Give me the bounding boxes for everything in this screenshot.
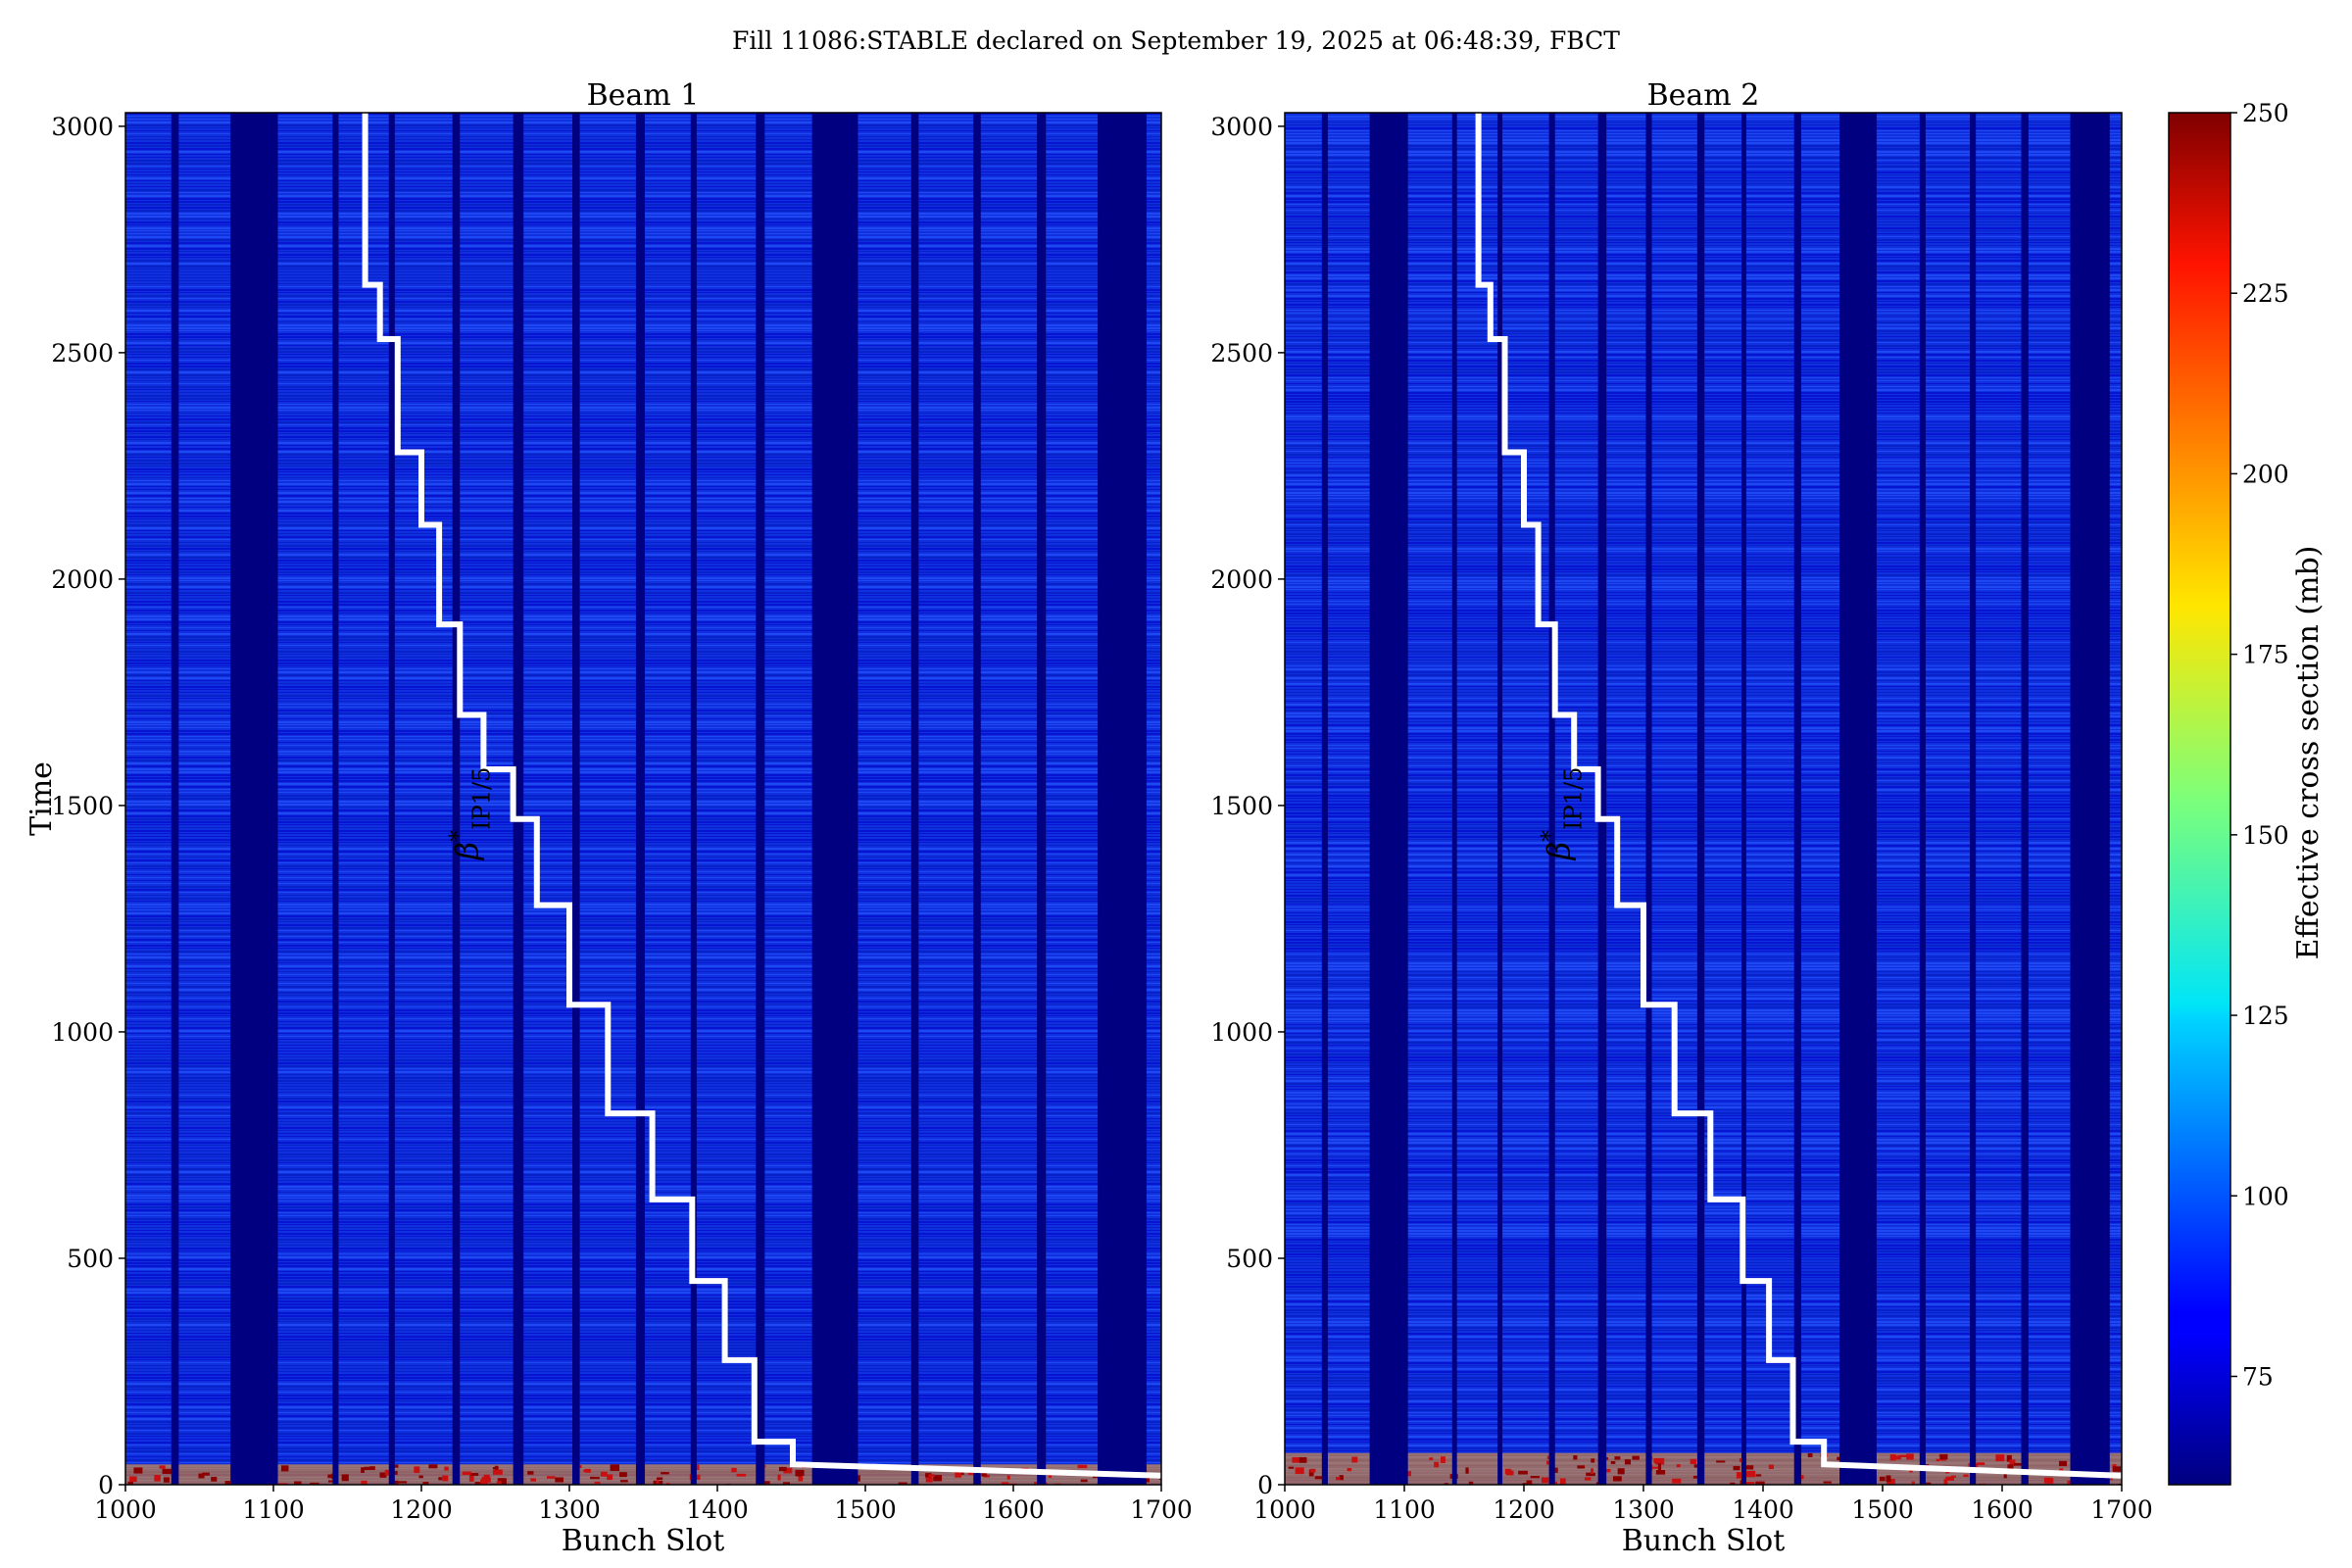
x-tick-label: 1700 [2090,1495,2153,1524]
gap-column [1497,113,1503,1485]
gap-column [1321,113,1328,1485]
heatmap-area [125,113,1161,1485]
colorbar: 75 100 125 150 175 200 225 250 Effective cross … [2168,99,2326,1486]
gap-column [1793,113,1802,1485]
y-tick-label: 1000 [51,1018,114,1047]
y-axis-ticks: 0 500 1000 1500 2000 2500 3000 [51,113,125,1499]
y-tick-label: 2000 [51,565,114,594]
y-tick-label: 0 [98,1471,114,1499]
x-tick-label: 1600 [1971,1495,2034,1524]
axes-frame [1284,112,2123,1486]
heatmap-panel-beam-2: Beam 2 β*IP1/5 1000 1100 1200 1300 1400 1500 1… [1210,78,2152,1558]
gap-column [756,113,765,1485]
gap-column [910,113,919,1485]
colorbar-tick-label: 75 [2242,1362,2274,1391]
gap-column [1548,113,1555,1485]
axes-frame [124,112,1162,1486]
gap-column [1597,113,1607,1485]
x-axis-label: Bunch Slot [562,1524,725,1558]
heatmap-panel-beam-1: Beam 1 β*IP1/5 1000 1100 1200 1300 1400 1500 1… [24,78,1193,1558]
gap-column [171,113,179,1485]
x-tick-label: 1000 [1253,1495,1316,1524]
y-tick-label: 2500 [1210,339,1273,368]
bunch-gaps [171,113,1147,1485]
colorbar-tick-label: 225 [2242,279,2289,308]
gap-column [452,113,461,1485]
y-tick-label: 2500 [51,339,114,368]
x-tick-label: 1300 [538,1495,601,1524]
gap-column [1645,113,1652,1485]
gap-column [1037,113,1047,1485]
gap-column [811,113,858,1485]
x-tick-label: 1100 [242,1495,305,1524]
gap-column [1696,113,1705,1485]
panel-title: Beam 1 [587,78,700,113]
gap-column [1369,113,1408,1485]
y-axis-ticks: 0 500 1000 1500 2000 2500 3000 [1210,113,1285,1499]
y-tick-label: 1000 [1210,1018,1273,1047]
gap-column [230,113,278,1485]
x-tick-label: 1600 [982,1495,1045,1524]
gap-column [1451,113,1457,1485]
figure-title: Fill 11086:STABLE declared on September … [732,26,1620,55]
x-tick-label: 1400 [686,1495,749,1524]
gap-column [1098,113,1147,1485]
y-tick-label: 1500 [1210,792,1273,820]
step-overlay: β*IP1/5 [362,113,1161,1479]
gap-column [513,113,524,1485]
y-tick-label: 500 [1226,1245,1273,1273]
colorbar-tick-label: 200 [2242,460,2289,488]
gap-column [973,113,981,1485]
y-tick-label: 3000 [1210,113,1273,141]
y-tick-label: 3000 [51,113,114,141]
panel-title: Beam 2 [1647,78,1760,113]
x-tick-label: 1000 [94,1495,157,1524]
beta-star-step-line [1475,113,2122,1479]
x-axis-label: Bunch Slot [1622,1524,1786,1558]
y-tick-label: 0 [1257,1471,1273,1499]
colorbar-tick-label: 175 [2242,641,2289,669]
heatmap-area [1285,113,2122,1485]
x-axis-ticks: 1000 1100 1200 1300 1400 1500 1600 1700 [1253,1485,2153,1524]
x-axis-ticks: 1000 1100 1200 1300 1400 1500 1600 1700 [94,1485,1193,1524]
colorbar-tick-label: 125 [2242,1002,2289,1030]
gap-column [2021,113,2029,1485]
y-axis-label: Time [24,761,59,836]
colorbar-tick-label: 150 [2242,821,2289,850]
colorbar-tick-label: 250 [2242,99,2289,127]
x-tick-label: 1100 [1373,1495,1436,1524]
gap-column [1970,113,1977,1485]
colorbar-tick-label: 100 [2242,1182,2289,1210]
gap-column [2070,113,2110,1485]
beta-star-step-line [362,113,1161,1479]
x-tick-label: 1300 [1612,1495,1675,1524]
x-tick-label: 1200 [390,1495,453,1524]
gap-column [1919,113,1926,1485]
x-tick-label: 1700 [1130,1495,1193,1524]
x-tick-label: 1500 [834,1495,897,1524]
y-tick-label: 1500 [51,792,114,820]
colorbar-gradient [2168,112,2231,1486]
gap-column [388,113,395,1485]
beta-star-annotation: β*IP1/5 [444,767,495,861]
gap-column [635,113,646,1485]
bunch-gaps [1321,113,2110,1485]
gap-column [332,113,339,1485]
gap-column [1741,113,1746,1485]
colorbar-ticks: 75 100 125 150 175 200 225 250 [2230,99,2289,1391]
x-tick-label: 1400 [1732,1495,1794,1524]
colorbar-label: Effective cross section (mb) [2291,546,2326,960]
x-tick-label: 1500 [1851,1495,1914,1524]
y-tick-label: 500 [67,1245,114,1273]
x-tick-label: 1200 [1493,1495,1555,1524]
gap-column [1839,113,1877,1485]
step-overlay: β*IP1/5 [1475,113,2122,1479]
beta-star-annotation: β*IP1/5 [1536,767,1587,861]
gap-column [572,113,580,1485]
gap-column [690,113,697,1485]
y-tick-label: 2000 [1210,565,1273,594]
